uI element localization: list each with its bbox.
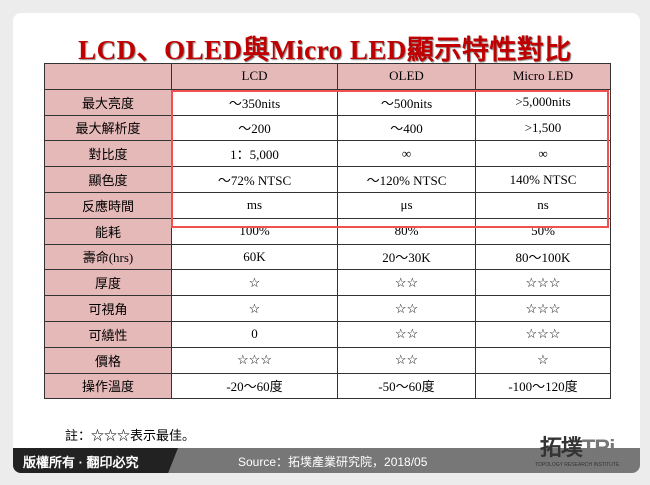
table-cell: >1,500 <box>475 114 611 142</box>
table-row: 可繞性 0 ☆☆ ☆☆☆ <box>44 320 611 348</box>
table-row: 壽命(hrs) 60K 20～30K 80～100K <box>44 243 611 271</box>
note: 註：☆☆☆表示最佳。 <box>65 428 196 443</box>
column-header: Micro LED <box>475 63 611 90</box>
table-cell: ☆☆ <box>337 269 476 297</box>
table-cell: ～350nits <box>171 88 338 116</box>
table-row: 能耗 100% 80% 50% <box>44 217 611 245</box>
row-label: 最大解析度 <box>44 114 172 142</box>
table-row: 最大亮度 ～350nits ～500nits >5,000nits <box>44 88 611 116</box>
logo-main: 拓墣 <box>539 435 583 460</box>
table-cell: -50～60度 <box>337 372 476 400</box>
table-cell: ∞ <box>337 140 476 168</box>
table-cell: ☆☆ <box>337 295 476 322</box>
row-label: 最大亮度 <box>44 88 172 116</box>
table-cell: 100% <box>171 217 338 245</box>
table-cell: 60K <box>171 243 338 271</box>
slide-title: LCD、OLED與Micro LED顯示特性對比 <box>78 35 572 65</box>
table-cell: ☆☆☆ <box>475 320 611 348</box>
row-label: 可視角 <box>44 295 172 322</box>
table-cell: 80% <box>337 217 476 245</box>
table-row: 對比度 1：5,000 ∞ ∞ <box>44 140 611 168</box>
source-text: Source：拓墣產業研究院，2018/05 <box>238 455 428 469</box>
row-label: 可繞性 <box>44 320 172 348</box>
table-cell: 1：5,000 <box>171 140 338 168</box>
table-row: 可視角 ☆ ☆☆ ☆☆☆ <box>44 295 611 322</box>
table-cell: 50% <box>475 217 611 245</box>
column-header <box>44 63 172 90</box>
table-cell: ～500nits <box>337 88 476 116</box>
table-cell: ☆☆☆ <box>475 269 611 297</box>
table-cell: ☆☆☆ <box>475 295 611 322</box>
logo-tri: TRi <box>581 435 615 460</box>
table-cell: ms <box>171 191 338 219</box>
copyright-text: 版權所有 · 翻印必究 <box>23 455 139 470</box>
table-header-row: LCD OLED Micro LED <box>44 63 611 90</box>
comparison-table: LCD OLED Micro LED 最大亮度 ～350nits ～500nits >5,0… <box>44 63 611 400</box>
table-row: 價格 ☆☆☆ ☆☆ ☆ <box>44 346 611 374</box>
table-cell: μs <box>337 191 476 219</box>
table-cell: 20～30K <box>337 243 476 271</box>
table-cell: ☆ <box>171 269 338 297</box>
table-cell: ～120% NTSC <box>337 166 476 193</box>
row-label: 對比度 <box>44 140 172 168</box>
table-row: 最大解析度 ～200 ～400 >1,500 <box>44 114 611 142</box>
table-cell: 0 <box>171 320 338 348</box>
table-cell: ～72% NTSC <box>171 166 338 193</box>
footer-dark-panel <box>13 448 178 473</box>
row-label: 能耗 <box>44 217 172 245</box>
row-label: 反應時間 <box>44 191 172 219</box>
table-cell: ☆ <box>475 346 611 374</box>
table-row: 顯色度 ～72% NTSC ～120% NTSC 140% NTSC <box>44 166 611 193</box>
table-row: 操作溫度 -20～60度 -50～60度 -100～120度 <box>44 372 611 400</box>
table-cell: 140% NTSC <box>475 166 611 193</box>
logo-sub: TOPOLOGY RESEARCH INSTITUTE <box>535 462 620 468</box>
table-cell: 80～100K <box>475 243 611 271</box>
row-label: 壽命(hrs) <box>44 243 172 271</box>
table-cell: ns <box>475 191 611 219</box>
table-cell: >5,000nits <box>475 88 611 116</box>
table-cell: ☆☆ <box>337 320 476 348</box>
table-cell: ∞ <box>475 140 611 168</box>
table-cell: ☆☆ <box>337 346 476 374</box>
table-cell: ～400 <box>337 114 476 142</box>
table-row: 厚度 ☆ ☆☆ ☆☆☆ <box>44 269 611 297</box>
column-header: LCD <box>171 63 338 90</box>
table-cell: ☆ <box>171 295 338 322</box>
table-cell: -100～120度 <box>475 372 611 400</box>
table-row: 反應時間 ms μs ns <box>44 191 611 219</box>
tri-logo: 拓墣TRi TOPOLOGY RESEARCH INSTITUTE <box>535 430 619 468</box>
row-label: 價格 <box>44 346 172 374</box>
column-header: OLED <box>337 63 476 90</box>
table-cell: ～200 <box>171 114 338 142</box>
footer-bar: 版權所有 · 翻印必究 Source：拓墣產業研究院，2018/05 <box>13 448 640 473</box>
row-label: 顯色度 <box>44 166 172 193</box>
table-cell: ☆☆☆ <box>171 346 338 374</box>
row-label: 操作溫度 <box>44 372 172 400</box>
table-cell: -20～60度 <box>171 372 338 400</box>
row-label: 厚度 <box>44 269 172 297</box>
